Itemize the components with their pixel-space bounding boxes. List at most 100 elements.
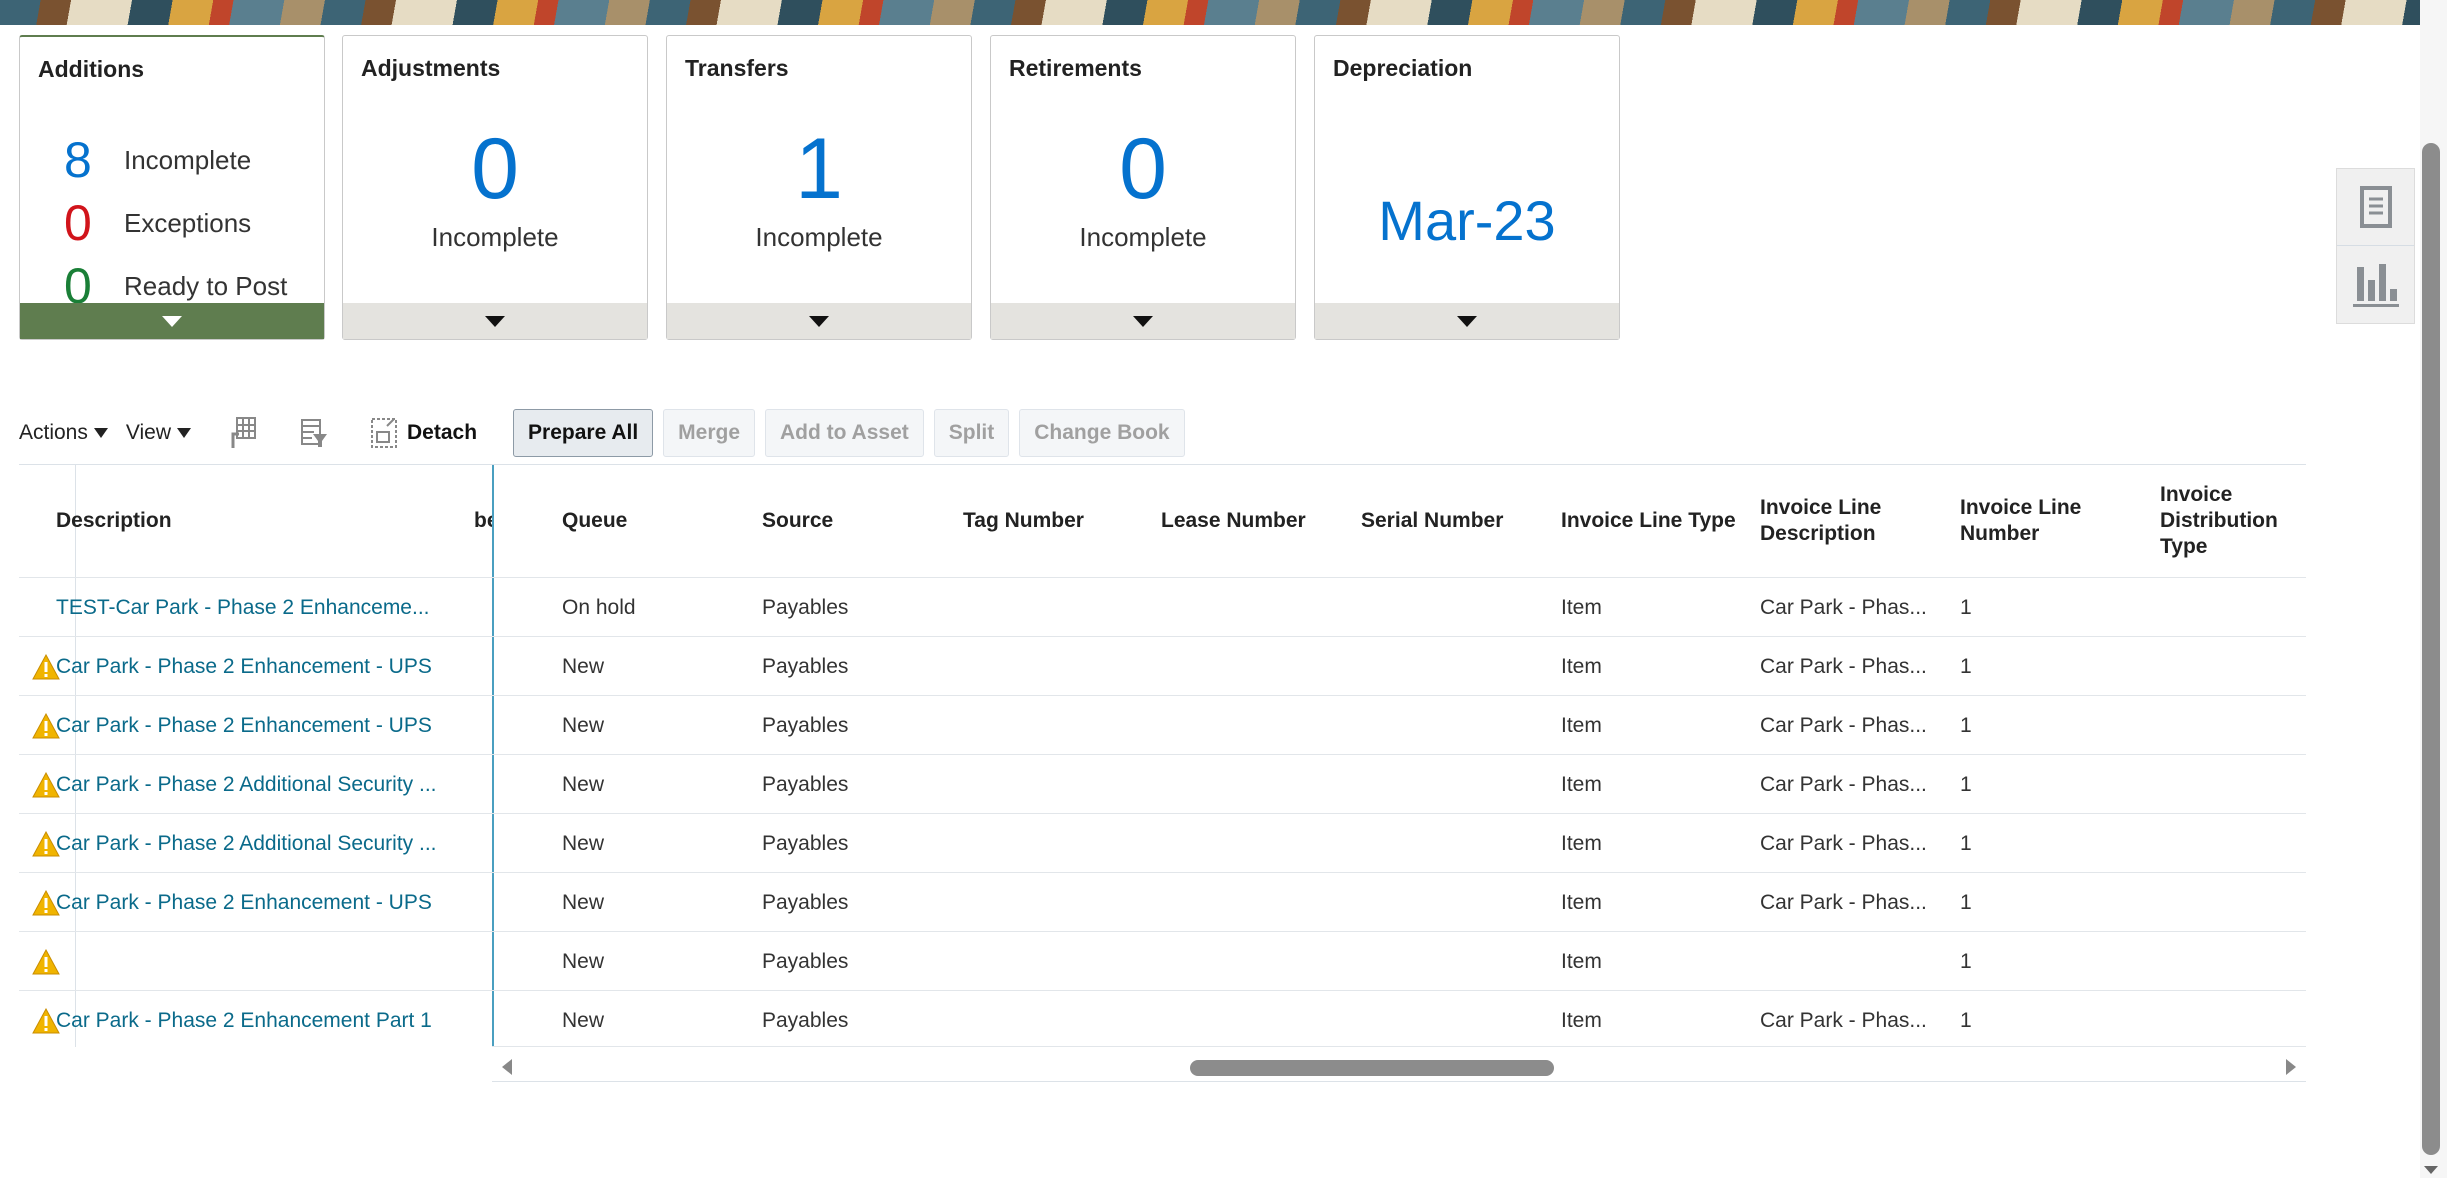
- split-button[interactable]: Split: [933, 409, 1010, 457]
- invoice-line-number: 1: [1960, 890, 1972, 914]
- column-header-queue[interactable]: Queue: [562, 508, 628, 532]
- column-header-invoice-line-description[interactable]: Invoice Line Description: [1760, 495, 1882, 545]
- header-banner: [0, 0, 2447, 25]
- table-row[interactable]: Car Park - Phase 2 Enhancement Part 1 New…: [19, 990, 2306, 1049]
- expand-button[interactable]: [343, 303, 647, 339]
- table-toolbar: Actions View Detach Prepare All Merge Ad…: [19, 409, 1185, 457]
- card-additions[interactable]: Additions 8 Incomplete 0 Exceptions 0 Ready…: [19, 35, 325, 340]
- change-book-button[interactable]: Change Book: [1019, 409, 1185, 457]
- column-header-invoice-line-type[interactable]: Invoice Line Type: [1561, 508, 1736, 532]
- column-header-invoice-line-number[interactable]: Invoice Line Number: [1960, 495, 2082, 545]
- detach-button[interactable]: Detach: [407, 421, 478, 444]
- invoice-line-type: Item: [1561, 595, 1602, 619]
- horizontal-scrollbar[interactable]: [492, 1046, 2306, 1082]
- invoice-line-number: 1: [1960, 949, 1972, 973]
- warning-icon: [32, 696, 60, 755]
- queue: New: [562, 890, 605, 914]
- source: Payables: [762, 890, 849, 914]
- invoice-line-description: Car Park - Phas...: [1760, 1008, 1927, 1032]
- count: 0: [1119, 121, 1167, 217]
- description-link[interactable]: Car Park - Phase 2 Enhancement - UPS: [56, 713, 432, 737]
- caret-down-icon: [1133, 315, 1153, 327]
- scroll-down-icon[interactable]: [2424, 1166, 2438, 1174]
- description-link[interactable]: Car Park - Phase 2 Enhancement - UPS: [56, 890, 432, 914]
- column-divider: [75, 465, 76, 1047]
- merge-button[interactable]: Merge: [663, 409, 756, 457]
- warning-icon: [32, 814, 60, 873]
- table-row[interactable]: TEST-Car Park - Phase 2 Enhanceme... On h…: [19, 577, 2306, 636]
- description-link[interactable]: Car Park - Phase 2 Additional Security .…: [56, 772, 437, 796]
- warning-icon: [32, 932, 60, 991]
- label: Ready to Post: [124, 270, 288, 301]
- expand-button[interactable]: [667, 303, 971, 339]
- source: Payables: [762, 713, 849, 737]
- invoice-line-type: Item: [1561, 890, 1602, 914]
- invoice-line-type: Item: [1561, 831, 1602, 855]
- freeze-columns-icon[interactable]: [229, 416, 259, 450]
- vertical-scrollbar[interactable]: [2420, 0, 2447, 1178]
- view-menu[interactable]: View: [125, 421, 192, 445]
- column-header-lease-number[interactable]: Lease Number: [1161, 508, 1306, 532]
- source: Payables: [762, 595, 849, 619]
- card-title: Retirements: [1009, 55, 1142, 81]
- table-row[interactable]: Car Park - Phase 2 Enhancement - UPS New P…: [19, 636, 2306, 695]
- actions-menu[interactable]: Actions: [19, 421, 108, 445]
- description-link[interactable]: Car Park - Phase 2 Enhancement - UPS: [56, 654, 432, 678]
- expand-button[interactable]: [20, 303, 324, 339]
- expand-button[interactable]: [1315, 303, 1619, 339]
- actions-label: Actions: [19, 421, 88, 444]
- card-depreciation[interactable]: Depreciation Mar-23: [1314, 35, 1620, 340]
- count: 8: [64, 132, 92, 188]
- source: Payables: [762, 772, 849, 796]
- description-link[interactable]: Car Park - Phase 2 Enhancement Part 1: [56, 1008, 432, 1032]
- card-retirements[interactable]: Retirements 0 Incomplete: [990, 35, 1296, 340]
- additions-incomplete[interactable]: 8 Incomplete: [64, 135, 251, 185]
- invoice-line-type: Item: [1561, 949, 1602, 973]
- table-row[interactable]: Car Park - Phase 2 Additional Security .…: [19, 813, 2306, 872]
- count: 1: [795, 121, 843, 217]
- invoice-line-number: 1: [1960, 1008, 1972, 1032]
- card-adjustments[interactable]: Adjustments 0 Incomplete: [342, 35, 648, 340]
- source: Payables: [762, 831, 849, 855]
- additions-exceptions[interactable]: 0 Exceptions: [64, 198, 251, 248]
- card-transfers[interactable]: Transfers 1 Incomplete: [666, 35, 972, 340]
- label: Incomplete: [1079, 222, 1207, 252]
- column-header-number-partial[interactable]: ber: [474, 508, 492, 532]
- warning-icon: [32, 991, 60, 1050]
- description-link[interactable]: [56, 932, 486, 991]
- scrollbar-thumb[interactable]: [2422, 143, 2440, 1155]
- table-row[interactable]: Car Park - Phase 2 Enhancement - UPS New P…: [19, 695, 2306, 754]
- invoice-line-description: Car Park - Phas...: [1760, 595, 1927, 619]
- add-to-asset-button[interactable]: Add to Asset: [765, 409, 924, 457]
- invoice-line-description: Car Park - Phas...: [1760, 654, 1927, 678]
- prepare-all-button[interactable]: Prepare All: [513, 409, 654, 457]
- invoice-line-description: Car Park - Phas...: [1760, 831, 1927, 855]
- column-header-description[interactable]: Description: [56, 508, 172, 532]
- description-link[interactable]: Car Park - Phase 2 Additional Security .…: [56, 831, 437, 855]
- additions-ready-to-post[interactable]: 0 Ready to Post: [64, 261, 287, 311]
- description-link[interactable]: TEST-Car Park - Phase 2 Enhanceme...: [56, 595, 430, 619]
- table-row[interactable]: Car Park - Phase 2 Enhancement - UPS New P…: [19, 872, 2306, 931]
- invoice-line-number: 1: [1960, 713, 1972, 737]
- queue: New: [562, 831, 605, 855]
- column-header-source[interactable]: Source: [762, 508, 834, 532]
- scrollbar-thumb[interactable]: [1190, 1060, 1554, 1076]
- source: Payables: [762, 1008, 849, 1032]
- column-header-serial-number[interactable]: Serial Number: [1361, 508, 1504, 532]
- table-row[interactable]: Car Park - Phase 2 Additional Security .…: [19, 754, 2306, 813]
- invoice-line-number: 1: [1960, 772, 1972, 796]
- column-header-invoice-distribution-type[interactable]: Invoice Distribution Type: [2160, 482, 2278, 559]
- card-title: Adjustments: [361, 55, 501, 81]
- table-row[interactable]: New Payables Item 1: [19, 931, 2306, 990]
- detach-icon[interactable]: [369, 416, 399, 450]
- invoice-line-number: 1: [1960, 831, 1972, 855]
- label: Incomplete: [755, 222, 883, 252]
- expand-button[interactable]: [991, 303, 1295, 339]
- view-label: View: [125, 421, 172, 444]
- document-tab[interactable]: [2337, 169, 2414, 246]
- scroll-left-icon[interactable]: [502, 1059, 512, 1075]
- scroll-right-icon[interactable]: [2286, 1059, 2296, 1075]
- chart-tab[interactable]: [2337, 246, 2414, 323]
- query-by-example-icon[interactable]: [299, 416, 329, 450]
- column-header-tag-number[interactable]: Tag Number: [963, 508, 1084, 532]
